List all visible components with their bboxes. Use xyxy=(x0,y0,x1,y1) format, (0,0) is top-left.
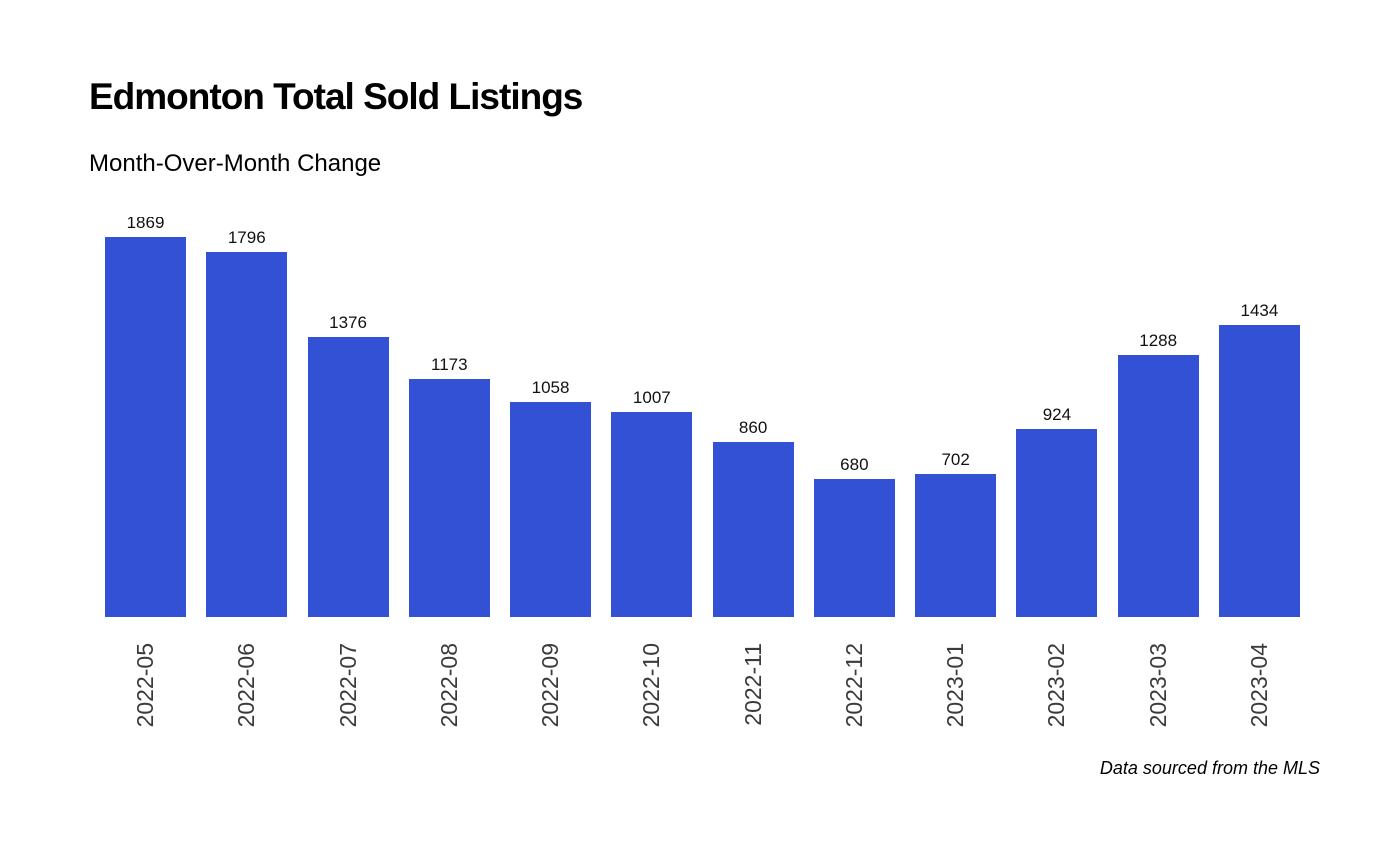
bar xyxy=(611,412,693,617)
x-tick-label: 2022-10 xyxy=(638,643,665,728)
bars-plot-area: 1869 1796 1376 1173 1058 1007 860 680 702 924 1288… xyxy=(105,217,1300,617)
x-tick: 2023-04 xyxy=(1219,617,1300,727)
x-tick: 2022-09 xyxy=(510,617,591,727)
bar-value-label: 860 xyxy=(738,418,768,437)
bar xyxy=(510,402,592,617)
page-title: Edmonton Total Sold Listings xyxy=(89,76,583,117)
bar xyxy=(1218,325,1300,617)
bar-column: 1434 xyxy=(1218,301,1300,617)
bar xyxy=(712,442,794,617)
bar-column: 1869 xyxy=(105,217,186,617)
bar-value-label: 1058 xyxy=(531,378,570,397)
bar-value-label: 1796 xyxy=(227,228,266,247)
bar xyxy=(105,237,186,617)
x-tick: 2022-06 xyxy=(206,617,287,727)
x-tick: 2022-08 xyxy=(409,617,490,727)
x-tick: 2022-07 xyxy=(308,617,389,727)
x-tick-label: 2022-11 xyxy=(739,643,766,726)
x-tick-label: 2023-03 xyxy=(1144,643,1171,728)
page-subtitle: Month-Over-Month Change xyxy=(89,150,382,177)
x-tick: 2023-02 xyxy=(1016,617,1097,727)
x-tick-label: 2023-01 xyxy=(942,643,969,728)
x-tick: 2022-10 xyxy=(611,617,692,727)
x-tick-label: 2023-04 xyxy=(1245,643,1272,728)
bar-value-label: 1173 xyxy=(431,355,468,374)
x-tick: 2023-03 xyxy=(1118,617,1199,727)
x-axis-ticks: 2022-05 2022-06 2022-07 2022-08 2022-09 2022-… xyxy=(105,617,1300,752)
bar-column: 1058 xyxy=(510,378,592,617)
x-tick-label: 2022-09 xyxy=(537,643,564,728)
x-tick: 2022-12 xyxy=(814,617,895,727)
x-tick-label: 2023-02 xyxy=(1043,643,1070,728)
x-tick: 2022-11 xyxy=(713,617,794,726)
x-tick-label: 2022-06 xyxy=(233,643,260,728)
bar-value-label: 1376 xyxy=(329,313,367,332)
bar xyxy=(915,474,997,617)
x-tick-label: 2022-05 xyxy=(132,643,158,728)
bar xyxy=(813,479,895,617)
x-tick-label: 2022-07 xyxy=(334,643,361,728)
bar-value-label: 1007 xyxy=(632,388,671,407)
x-tick: 2023-01 xyxy=(915,617,996,727)
source-note: Data sourced from the MLS xyxy=(1099,758,1320,778)
bar-value-label: 1434 xyxy=(1240,301,1279,320)
bar xyxy=(1016,429,1098,617)
bar-value-label: 1288 xyxy=(1139,331,1178,350)
bar xyxy=(307,337,389,617)
bar-column: 1173 xyxy=(408,355,490,617)
bar-column: 860 xyxy=(712,418,794,617)
bar-value-label: 702 xyxy=(941,450,970,469)
x-tick: 2022-05 xyxy=(105,617,186,727)
bar-value-label: 680 xyxy=(840,455,869,474)
bar xyxy=(1117,355,1199,617)
bar-column: 702 xyxy=(915,450,997,617)
bar xyxy=(206,252,288,617)
bar-column: 1007 xyxy=(611,388,693,617)
bar-column: 680 xyxy=(813,455,895,617)
bar xyxy=(408,379,490,617)
bar-column: 1288 xyxy=(1117,331,1199,617)
bar-value-label: 924 xyxy=(1042,405,1072,424)
bar-value-label: 1869 xyxy=(126,217,165,232)
bar-column: 924 xyxy=(1016,405,1098,617)
x-tick-label: 2022-12 xyxy=(840,643,867,728)
bar-column: 1376 xyxy=(307,313,389,617)
x-tick-label: 2022-08 xyxy=(435,643,462,728)
bar-column: 1796 xyxy=(206,228,288,617)
